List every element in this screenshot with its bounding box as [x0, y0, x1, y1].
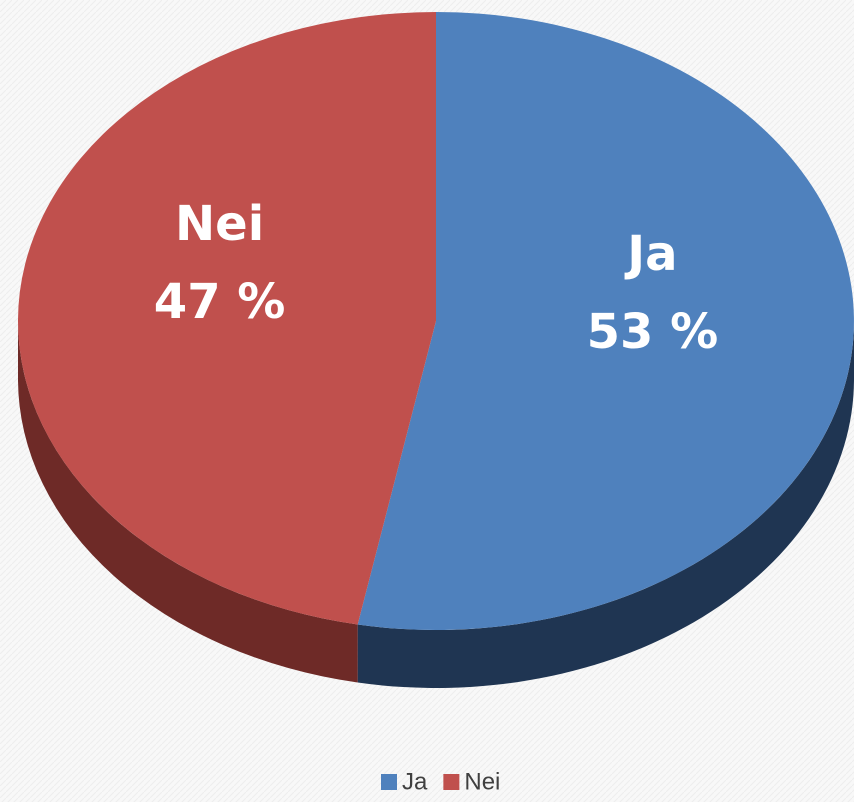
legend-label: Ja [402, 768, 428, 795]
legend-label: Nei [464, 768, 500, 795]
data-label-name: Nei [175, 196, 264, 252]
slice-side [18, 321, 358, 683]
slice [17, 12, 437, 625]
slice-side [357, 321, 854, 689]
slice [357, 12, 854, 630]
data-label-name: Ja [624, 226, 677, 282]
legend-swatch [381, 774, 397, 790]
legend-swatch [443, 774, 460, 790]
data-label-value: 53 % [587, 304, 719, 360]
data-label-value: 47 % [154, 274, 286, 330]
